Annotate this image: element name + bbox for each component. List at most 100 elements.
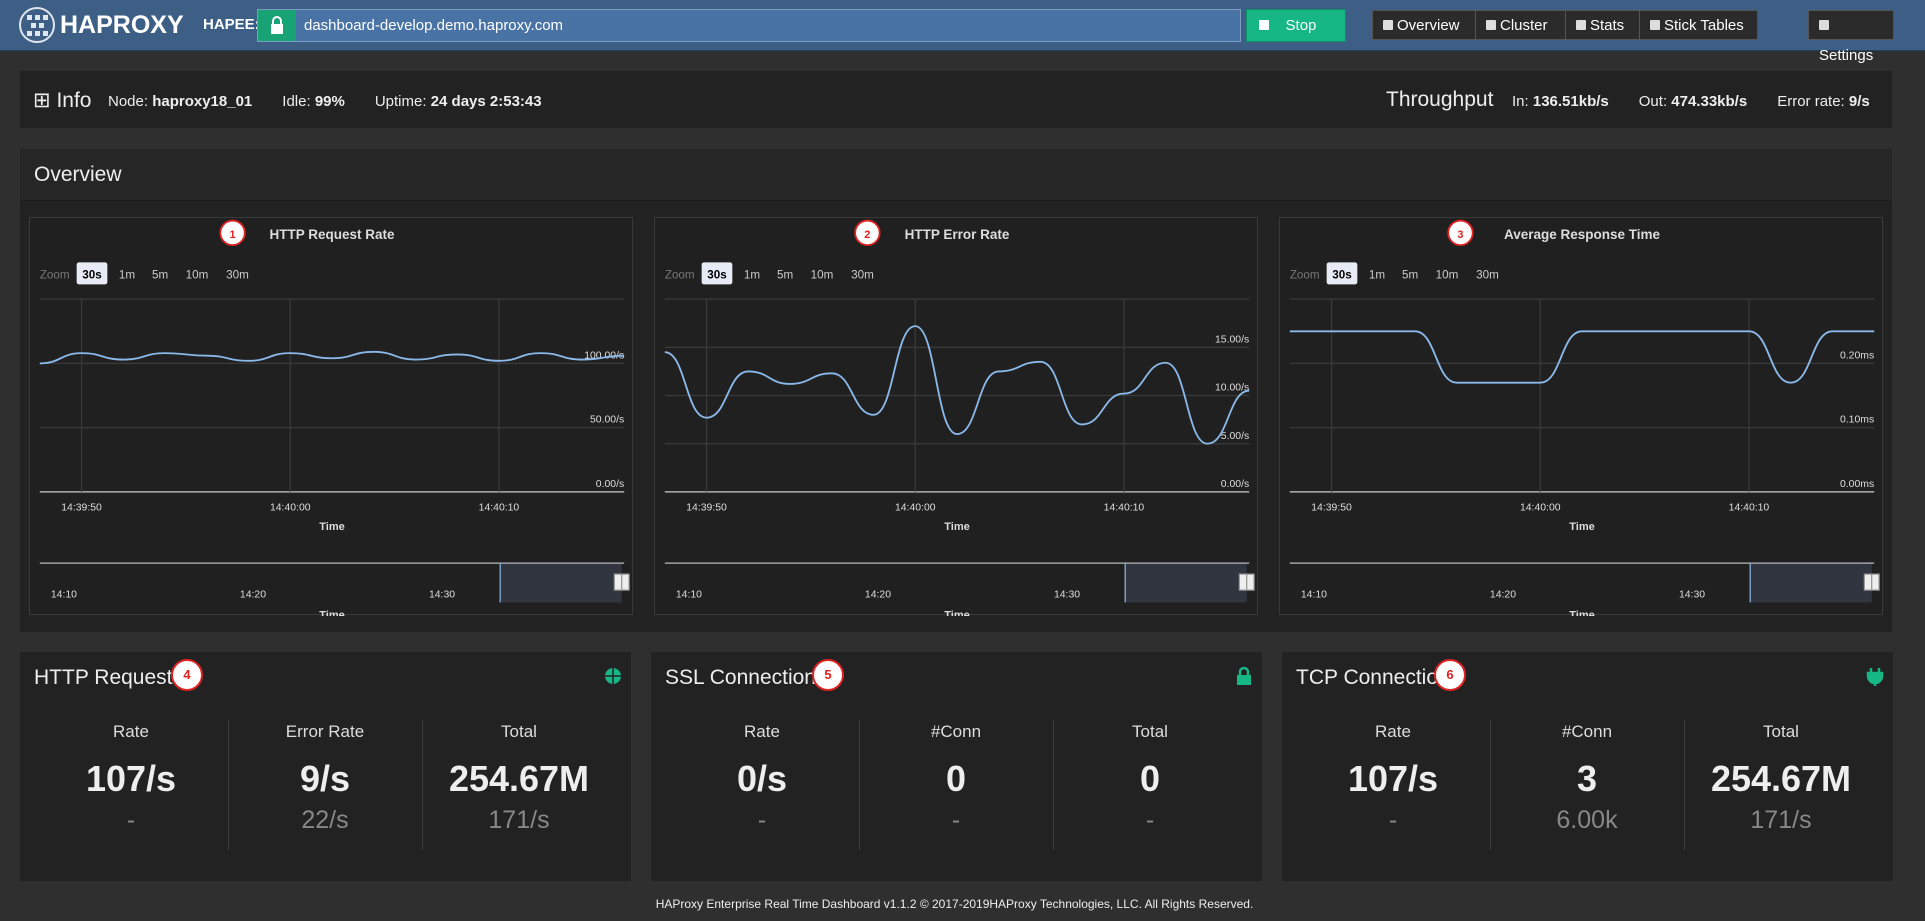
info-field: Out: 474.33kb/s	[1639, 93, 1747, 110]
stat-label: Rate	[34, 722, 228, 742]
stat-sub: -	[859, 806, 1053, 835]
chart-title: Average Response Time	[1504, 227, 1661, 242]
navigator-handle[interactable]	[1864, 574, 1871, 590]
stat-value: 0	[1053, 758, 1247, 800]
zoom-option[interactable]: 10m	[186, 268, 209, 281]
zoom-option[interactable]: 10m	[1436, 268, 1459, 281]
navigator-handle[interactable]	[1239, 574, 1246, 590]
stat-value: 0	[859, 758, 1053, 800]
field-label: Idle:	[282, 93, 310, 110]
annotation-number: 5	[812, 659, 844, 691]
navigator-window	[1125, 563, 1247, 602]
stat-value: 254.67M	[422, 758, 616, 800]
info-field: In: 136.51kb/s	[1512, 93, 1609, 110]
x-tick-label: 14:40:10	[479, 502, 520, 513]
stat-value: 107/s	[1296, 758, 1490, 800]
annotation-number: 6	[1434, 659, 1466, 691]
data-line	[40, 352, 624, 364]
chart-title: HTTP Error Rate	[905, 227, 1010, 242]
field-label: In:	[1512, 93, 1529, 110]
navigator-handle[interactable]	[614, 574, 621, 590]
stat-sub: -	[1296, 806, 1490, 835]
zoom-option[interactable]: 10m	[811, 268, 834, 281]
chart-card: HTTP Request Rate1Zoom30s1m5m10m30m0.00/…	[29, 217, 633, 615]
stat-sub: 22/s	[228, 806, 422, 835]
zoom-option[interactable]: 30s	[707, 268, 726, 281]
zoom-option[interactable]: 30m	[1476, 268, 1499, 281]
zoom-option[interactable]: 30s	[1332, 268, 1351, 281]
x-tick-label: 14:39:50	[686, 502, 727, 513]
brand[interactable]: HAPROXY	[60, 11, 184, 40]
field-value: haproxy18_01	[152, 93, 252, 110]
stat-label: Total	[1684, 722, 1878, 742]
stat-column: Error Rate 9/s 22/s	[228, 720, 423, 850]
chart-card: Average Response Time3Zoom30s1m5m10m30m0…	[1279, 217, 1883, 615]
y-tick-label: 0.00/s	[596, 479, 624, 490]
field-label: Error rate:	[1777, 93, 1845, 110]
throughput-title: Throughput	[1386, 88, 1493, 112]
info-field: Node: haproxy18_01	[108, 93, 252, 110]
annotation-number: 3	[1457, 229, 1463, 241]
stat-sub: 171/s	[1684, 806, 1878, 835]
nav-overview[interactable]: Overview	[1372, 10, 1476, 40]
stat-label: Error Rate	[228, 722, 422, 742]
chart-title: HTTP Request Rate	[269, 227, 395, 242]
zoom-option[interactable]: 30m	[226, 268, 249, 281]
y-tick-label: 0.20ms	[1840, 350, 1874, 361]
navigator-handle[interactable]	[1247, 574, 1254, 590]
x-tick-label: 14:39:50	[1311, 502, 1352, 513]
zoom-option[interactable]: 30m	[851, 268, 874, 281]
navigator-tick-label: 14:10	[51, 589, 77, 600]
navigator-handle[interactable]	[622, 574, 629, 590]
nav-cluster[interactable]: Cluster	[1475, 10, 1566, 40]
panel-icon	[603, 666, 623, 693]
stat-column: Total 254.67M 171/s	[1684, 720, 1878, 850]
zoom-option[interactable]: 5m	[152, 268, 168, 281]
nav-settings[interactable]: Settings	[1808, 10, 1894, 40]
stat-label: Total	[1053, 722, 1247, 742]
zoom-option[interactable]: 1m	[744, 268, 760, 281]
navigator-tick-label: 14:20	[1490, 589, 1516, 600]
navigator-tick-label: 14:30	[1679, 589, 1705, 600]
url-field[interactable]: dashboard-develop.demo.haproxy.com	[257, 9, 1241, 42]
navigator-tick-label: 14:30	[429, 589, 455, 600]
navigator-tick-label: 14:10	[676, 589, 702, 600]
data-line	[665, 326, 1249, 444]
info-fields: Node: haproxy18_01 Idle: 99% Uptime: 24 da…	[108, 93, 572, 110]
navbar: HAPROXY HAPEE: dashboard-develop.demo.ha…	[0, 0, 1925, 51]
field-value: 136.51kb/s	[1533, 93, 1609, 110]
stat-sub: -	[665, 806, 859, 835]
zoom-option[interactable]: 5m	[777, 268, 793, 281]
zoom-option[interactable]: 1m	[1369, 268, 1385, 281]
field-value: 24 days 2:53:43	[431, 93, 542, 110]
stat-column: #Conn36.00k	[1490, 720, 1685, 850]
zoom-option[interactable]: 1m	[119, 268, 135, 281]
annotation-number: 1	[229, 229, 235, 241]
navigator-handle[interactable]	[1872, 574, 1879, 590]
stat-value: 9/s	[228, 758, 422, 800]
stat-sub: -	[1053, 806, 1247, 835]
stat-sub: 171/s	[422, 806, 616, 835]
field-value: 99%	[315, 93, 345, 110]
info-toggle[interactable]: ⊞ Info	[33, 88, 91, 113]
stat-column: Rate107/s-	[34, 720, 229, 850]
y-tick-label: 50.00/s	[590, 415, 624, 426]
stat-value: 254.67M	[1684, 758, 1878, 800]
stat-value: 107/s	[34, 758, 228, 800]
navigator-tick-label: 14:10	[1301, 589, 1327, 600]
stat-sub: 6.00k	[1490, 806, 1684, 835]
stat-value: 3	[1490, 758, 1684, 800]
x-tick-label: 14:40:10	[1104, 502, 1145, 513]
zoom-option[interactable]: 5m	[1402, 268, 1418, 281]
stat-column: Total 0 -	[1053, 720, 1247, 850]
stop-button[interactable]: Stop	[1246, 9, 1346, 42]
zoom-option[interactable]: 30s	[82, 268, 101, 281]
field-label: Out:	[1639, 93, 1667, 110]
field-label: Node:	[108, 93, 148, 110]
info-field: Uptime: 24 days 2:53:43	[375, 93, 542, 110]
nav-stick-tables[interactable]: Stick Tables	[1639, 10, 1758, 40]
nav-stats[interactable]: Stats	[1565, 10, 1640, 40]
stat-label: Rate	[1296, 722, 1490, 742]
stat-label: Rate	[665, 722, 859, 742]
